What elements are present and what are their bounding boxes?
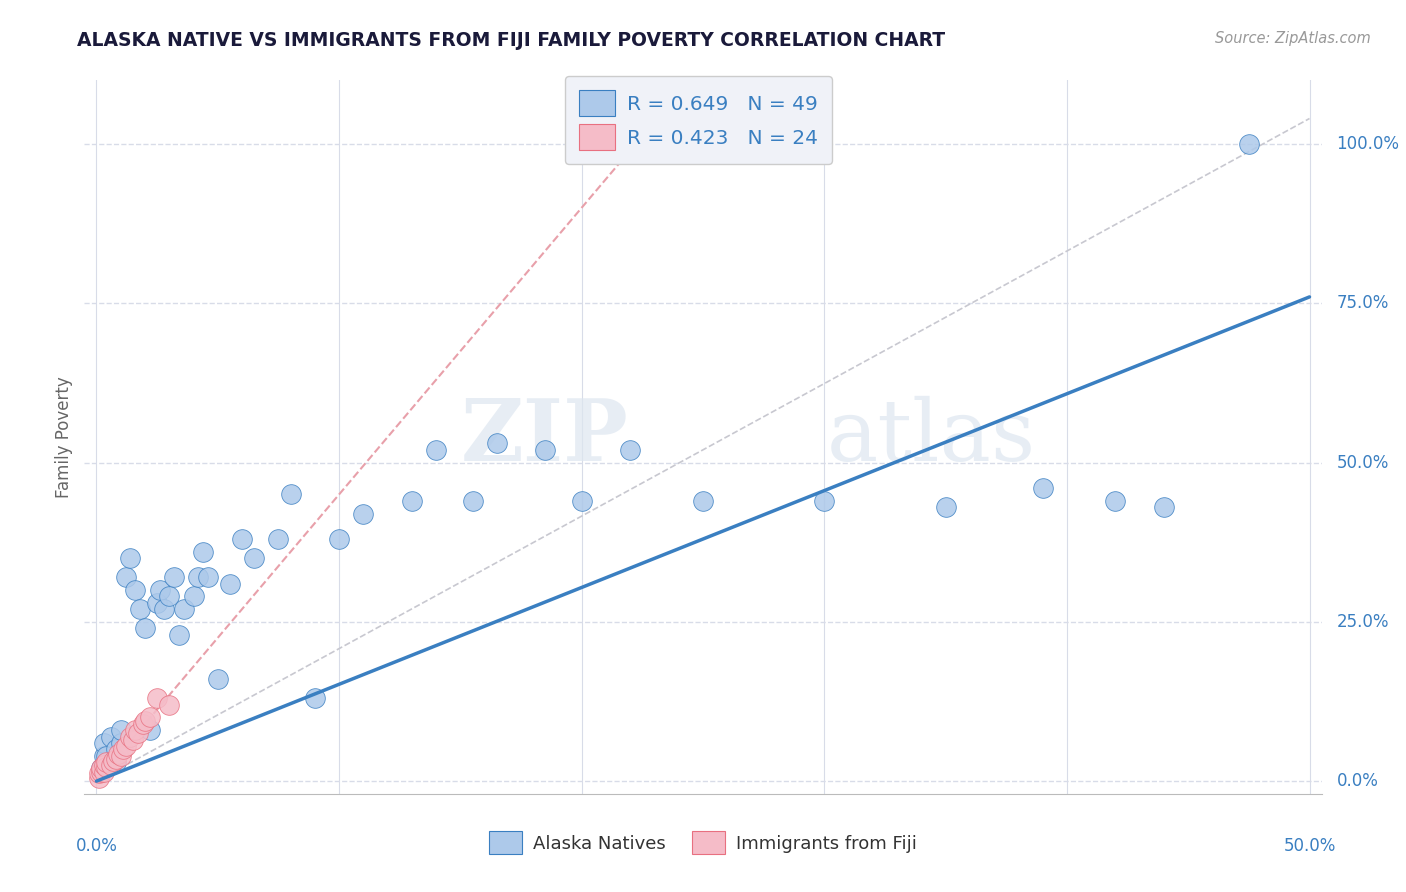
- Point: [124, 723, 146, 738]
- Point: [104, 752, 127, 766]
- Point: [352, 507, 374, 521]
- Point: [131, 716, 153, 731]
- Point: [110, 736, 132, 750]
- Point: [124, 582, 146, 597]
- Point: [157, 698, 180, 712]
- Text: 100.0%: 100.0%: [1337, 135, 1399, 153]
- Text: Source: ZipAtlas.com: Source: ZipAtlas.com: [1215, 31, 1371, 46]
- Point: [110, 723, 132, 738]
- Point: [93, 758, 115, 772]
- Text: 50.0%: 50.0%: [1284, 837, 1336, 855]
- Point: [692, 493, 714, 508]
- Point: [425, 442, 447, 457]
- Point: [167, 627, 190, 641]
- Point: [107, 747, 129, 762]
- Point: [93, 748, 115, 763]
- Point: [157, 590, 180, 604]
- Point: [1104, 493, 1126, 508]
- Point: [146, 691, 169, 706]
- Point: [87, 771, 110, 785]
- Point: [120, 730, 142, 744]
- Text: 25.0%: 25.0%: [1337, 613, 1389, 631]
- Point: [935, 500, 957, 515]
- Point: [146, 596, 169, 610]
- Point: [100, 730, 122, 744]
- Point: [304, 691, 326, 706]
- Point: [100, 758, 122, 772]
- Point: [813, 493, 835, 508]
- Point: [96, 748, 118, 763]
- Point: [153, 602, 176, 616]
- Text: 50.0%: 50.0%: [1337, 453, 1389, 472]
- Point: [134, 621, 156, 635]
- Point: [129, 602, 152, 616]
- Point: [571, 493, 593, 508]
- Point: [104, 755, 127, 769]
- Point: [93, 764, 115, 779]
- Point: [127, 726, 149, 740]
- Point: [187, 570, 209, 584]
- Point: [112, 742, 135, 756]
- Point: [219, 576, 242, 591]
- Point: [163, 570, 186, 584]
- Point: [96, 755, 118, 769]
- Point: [139, 723, 162, 738]
- Point: [148, 582, 170, 597]
- Point: [485, 436, 508, 450]
- Point: [90, 761, 112, 775]
- Point: [1237, 136, 1260, 151]
- Point: [267, 532, 290, 546]
- Point: [534, 442, 557, 457]
- Point: [328, 532, 350, 546]
- Point: [134, 714, 156, 728]
- Legend: Alaska Natives, Immigrants from Fiji: Alaska Natives, Immigrants from Fiji: [481, 822, 925, 863]
- Point: [461, 493, 484, 508]
- Point: [173, 602, 195, 616]
- Point: [183, 590, 205, 604]
- Point: [90, 761, 112, 775]
- Point: [114, 570, 136, 584]
- Point: [90, 764, 112, 779]
- Text: ZIP: ZIP: [461, 395, 628, 479]
- Y-axis label: Family Poverty: Family Poverty: [55, 376, 73, 498]
- Point: [197, 570, 219, 584]
- Point: [139, 710, 162, 724]
- Point: [243, 551, 266, 566]
- Point: [193, 545, 215, 559]
- Point: [122, 732, 145, 747]
- Point: [1032, 481, 1054, 495]
- Point: [401, 493, 423, 508]
- Text: ALASKA NATIVE VS IMMIGRANTS FROM FIJI FAMILY POVERTY CORRELATION CHART: ALASKA NATIVE VS IMMIGRANTS FROM FIJI FA…: [77, 31, 945, 50]
- Text: 0.0%: 0.0%: [1337, 772, 1378, 790]
- Point: [103, 754, 125, 768]
- Point: [231, 532, 253, 546]
- Point: [96, 760, 118, 774]
- Point: [110, 748, 132, 763]
- Text: atlas: atlas: [827, 395, 1036, 479]
- Point: [114, 739, 136, 753]
- Text: 75.0%: 75.0%: [1337, 294, 1389, 312]
- Point: [93, 736, 115, 750]
- Point: [207, 672, 229, 686]
- Point: [1153, 500, 1175, 515]
- Point: [87, 766, 110, 780]
- Point: [104, 742, 127, 756]
- Text: 0.0%: 0.0%: [76, 837, 118, 855]
- Point: [120, 551, 142, 566]
- Point: [280, 487, 302, 501]
- Point: [619, 442, 641, 457]
